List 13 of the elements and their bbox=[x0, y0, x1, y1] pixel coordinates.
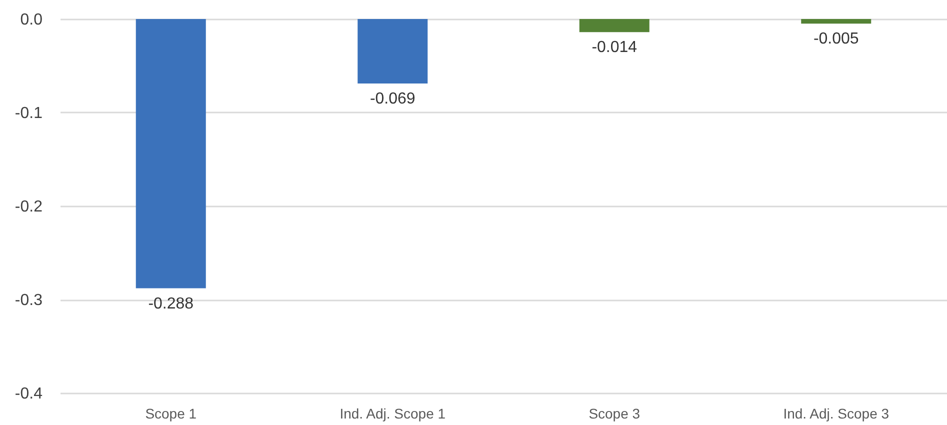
y-tick-label: 0.0 bbox=[20, 12, 43, 28]
y-tick-label: -0.1 bbox=[14, 105, 43, 122]
data-label: -0.288 bbox=[148, 295, 194, 312]
data-label: -0.069 bbox=[370, 90, 416, 108]
y-tick-label: -0.2 bbox=[14, 198, 43, 216]
x-tick-label: Ind. Adj. Scope 1 bbox=[340, 406, 446, 422]
data-label: -0.014 bbox=[592, 39, 638, 56]
x-tick-label: Scope 1 bbox=[145, 406, 197, 422]
y-tick-label: -0.4 bbox=[14, 386, 43, 402]
x-tick-label: Scope 3 bbox=[588, 406, 640, 422]
data-label: -0.005 bbox=[813, 30, 859, 48]
y-tick-label: -0.3 bbox=[14, 292, 43, 309]
x-tick-label: Ind. Adj. Scope 3 bbox=[783, 406, 890, 422]
